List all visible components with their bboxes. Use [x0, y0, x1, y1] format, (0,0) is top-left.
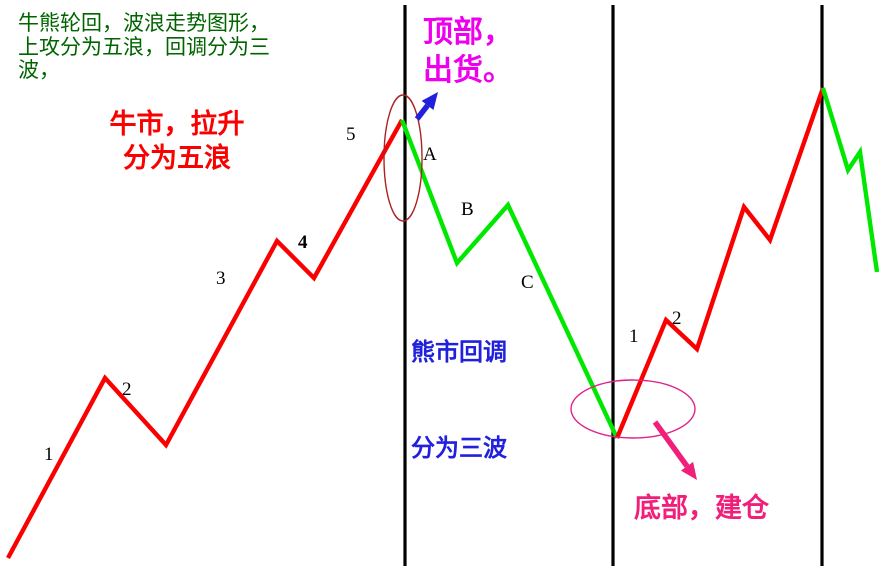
divider-group — [403, 5, 824, 566]
bear-correction-blue-annotation: 熊市回调 分为三波 — [411, 338, 507, 462]
top-arrow-head — [421, 92, 438, 111]
wave-label-a-5: A — [423, 144, 437, 165]
wave-line-bull-impulse-2 — [614, 87, 826, 439]
wave-label-2-9: 2 — [672, 308, 682, 329]
wave-label-5-4: 5 — [346, 124, 356, 145]
wave-label-4-3: 4 — [298, 232, 308, 253]
bottom-accumulation-pink-annotation: 底部，建仓 — [634, 493, 769, 524]
top-ellipse — [383, 94, 423, 222]
wave-label-c-7: C — [521, 272, 534, 293]
wave-line-bull-impulse-1 — [6, 118, 404, 560]
wave-label-1-8: 1 — [629, 326, 639, 347]
bull-market-red-annotation: 牛市，拉升 分为五浪 — [109, 109, 245, 174]
bottom-ellipse — [570, 379, 696, 439]
marker-group — [383, 92, 697, 480]
bottom-arrow-shaft — [652, 420, 690, 468]
wave-line-bear-correction-2 — [820, 87, 879, 273]
intro-green-annotation: 牛熊轮回，波浪走势图形， 上攻分为五浪，回调分为三 波， — [18, 11, 270, 83]
wave-label-b-6: B — [461, 199, 474, 220]
wave-label-1-0: 1 — [44, 444, 54, 465]
wave-line-bear-correction-abc — [399, 119, 619, 439]
wave-label-2-1: 2 — [122, 379, 132, 400]
top-distribution-magenta-annotation: 顶部， 出货。 — [423, 15, 513, 88]
top-arrow-shaft — [414, 103, 430, 121]
bottom-arrow-head — [680, 461, 697, 480]
wave-label-3-2: 3 — [216, 268, 226, 289]
wave-series-group — [6, 87, 879, 560]
